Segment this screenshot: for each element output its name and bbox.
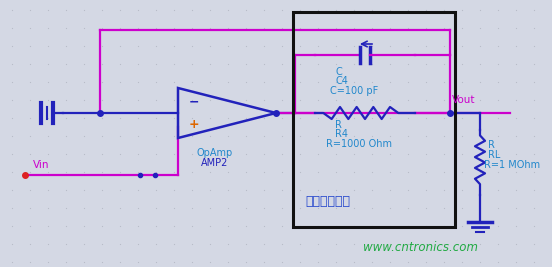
Bar bbox=[293, 12, 455, 227]
Text: C: C bbox=[335, 67, 342, 77]
Text: C=100 pF: C=100 pF bbox=[330, 86, 378, 96]
Text: C4: C4 bbox=[335, 76, 348, 86]
Text: AMP2: AMP2 bbox=[201, 158, 229, 168]
Text: www.cntronics.com: www.cntronics.com bbox=[363, 241, 477, 254]
Text: R=1000 Ohm: R=1000 Ohm bbox=[326, 139, 392, 149]
Text: +: + bbox=[189, 117, 199, 131]
Text: Vout: Vout bbox=[452, 95, 475, 105]
Text: 脉冲增强电路: 脉冲增强电路 bbox=[305, 195, 350, 208]
Text: R: R bbox=[335, 120, 342, 130]
Text: −: − bbox=[189, 96, 199, 108]
Text: R4: R4 bbox=[335, 129, 348, 139]
Text: Vin: Vin bbox=[33, 160, 50, 170]
Text: R: R bbox=[488, 140, 495, 150]
Text: OpAmp: OpAmp bbox=[197, 148, 233, 158]
Text: R=1 MOhm: R=1 MOhm bbox=[484, 160, 540, 170]
Text: RL: RL bbox=[488, 150, 500, 160]
